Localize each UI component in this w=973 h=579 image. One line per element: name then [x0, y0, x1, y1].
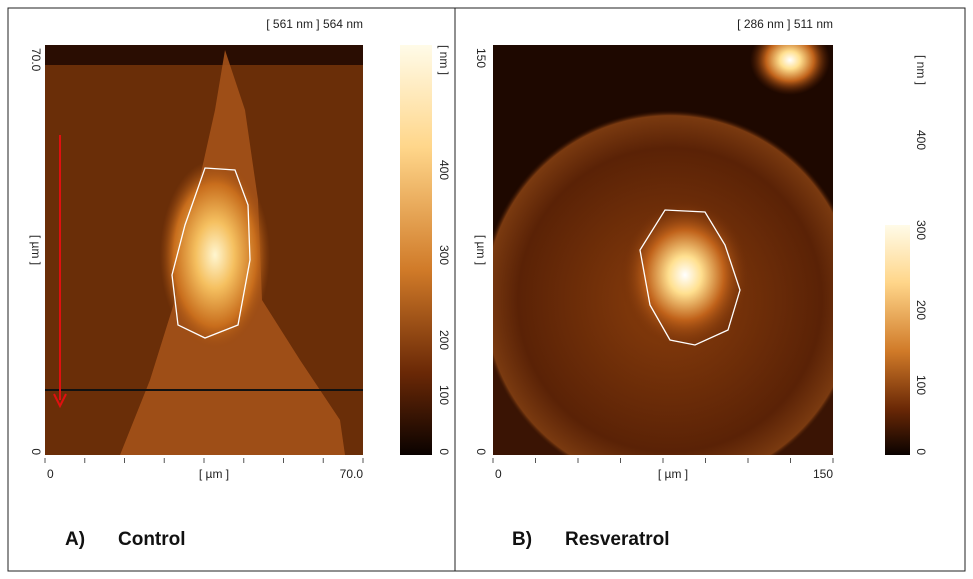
colorbar-tick-label: 100 [437, 385, 451, 405]
afm-image-control [45, 45, 363, 455]
colorbar-b [885, 225, 910, 455]
colorbar-tick-label: 100 [914, 375, 928, 395]
colorbar-tick-label: 0 [914, 448, 928, 455]
x-axis-right: 70.0 [340, 467, 364, 481]
colorbar-unit: [ nm ] [437, 45, 451, 75]
colorbar-tick-label: 200 [437, 330, 451, 350]
image-header: [ 561 nm ] 564 nm [266, 17, 363, 31]
y-axis-label: [ µm ] [29, 235, 43, 265]
colorbar-a [400, 45, 432, 455]
x-axis-right: 150 [813, 467, 833, 481]
colorbar-tick-label: 300 [914, 220, 928, 240]
image-header: [ 286 nm ] 511 nm [737, 17, 833, 31]
colorbar-tick-label: 400 [914, 130, 928, 150]
x-axis-left: 0 [495, 467, 502, 481]
y-axis-top: 70.0 [29, 48, 43, 72]
colorbar-unit: [ nm ] [914, 55, 928, 85]
colorbar-tick-label: 0 [437, 448, 451, 455]
figure: [ 561 nm ] 564 nm 70.0 [ µm ] 0 0 [ µm ] 70.0 [… [0, 0, 973, 579]
y-axis-bottom: 0 [474, 448, 488, 455]
caption-letter: B) [512, 529, 532, 550]
caption-text: Resveratrol [565, 529, 670, 550]
colorbar-tick-label: 400 [437, 160, 451, 180]
caption-text: Control [118, 529, 186, 550]
colorbar-tick-label: 300 [437, 245, 451, 265]
y-axis-label: [ µm ] [474, 235, 488, 265]
x-axis-left: 0 [47, 467, 54, 481]
caption-letter: A) [65, 529, 85, 550]
y-axis-top: 150 [474, 48, 488, 68]
colorbar-tick-label: 200 [914, 300, 928, 320]
afm-image-resveratrol [480, 25, 860, 490]
y-axis-bottom: 0 [29, 448, 43, 455]
x-axis-label: [ µm ] [199, 467, 229, 481]
x-axis-label: [ µm ] [658, 467, 688, 481]
